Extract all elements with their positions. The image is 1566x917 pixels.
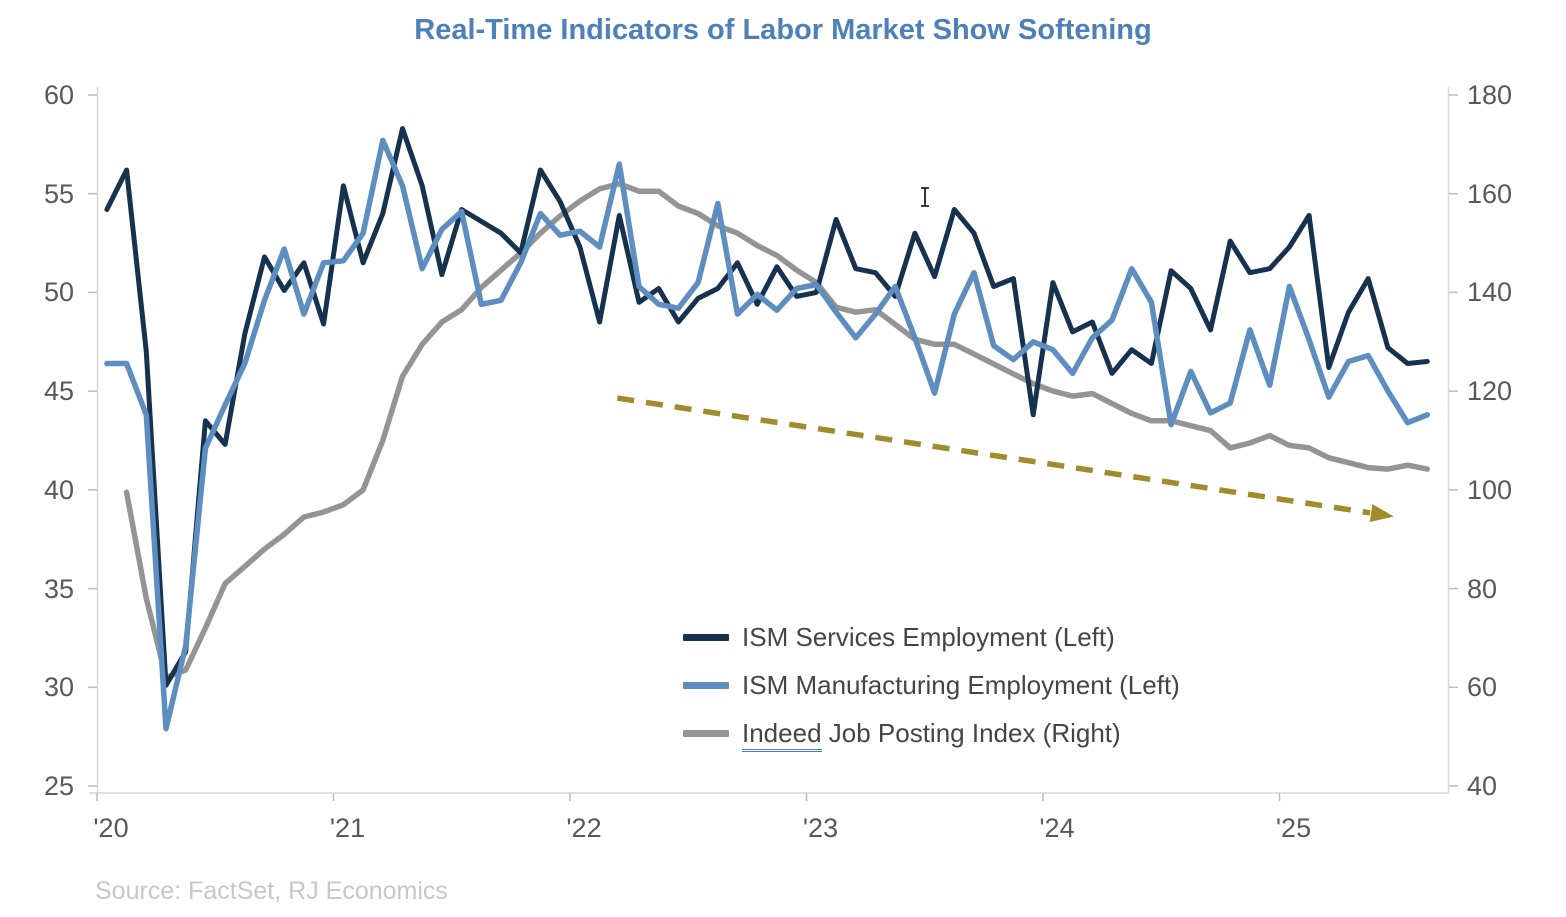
legend-swatch-services [683, 633, 729, 641]
trend-arrow-line [616, 395, 1371, 516]
legend-label-manufacturing: ISM Manufacturing Employment (Left) [742, 670, 1180, 700]
chart-title: Real-Time Indicators of Labor Market Sho… [414, 14, 1152, 46]
legend-label-indeed-word: Indeed [742, 718, 822, 752]
series-line-2 [123, 181, 1431, 681]
legend-label-services: ISM Services Employment (Left) [742, 622, 1115, 652]
legend: ISM Services Employment (Left) ISM Manuf… [683, 613, 1180, 757]
legend-label-indeed: Job Posting Index (Right) [821, 718, 1121, 748]
trend-arrow-head [1369, 504, 1394, 522]
legend-item-indeed-index: Indeed Job Posting Index (Right) [683, 709, 1180, 757]
series-line-1 [104, 137, 1431, 732]
series-line-0 [104, 126, 1430, 688]
legend-item-ism-manufacturing: ISM Manufacturing Employment (Left) [683, 661, 1180, 709]
legend-item-ism-services: ISM Services Employment (Left) [683, 613, 1180, 661]
legend-swatch-indeed [683, 729, 729, 737]
source-note: Source: FactSet, RJ Economics [95, 877, 448, 905]
legend-swatch-manufacturing [683, 681, 729, 689]
